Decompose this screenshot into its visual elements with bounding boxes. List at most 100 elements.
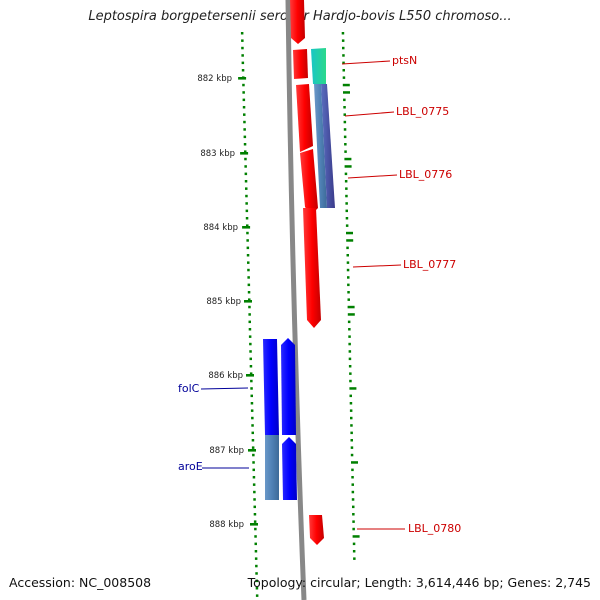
- tick-mark: [252, 483, 256, 486]
- label-leader: [344, 111, 395, 117]
- tick-mark: [345, 202, 348, 205]
- tick-mark: [345, 217, 349, 220]
- label-leader: [200, 387, 249, 390]
- tick-mark: [343, 135, 347, 139]
- tick-mark: [244, 165, 247, 168]
- tick-mark: [348, 357, 352, 361]
- tick-mark: [346, 231, 353, 235]
- tick-mark: [243, 143, 247, 146]
- gene-label-LBL_0775: LBL_0775: [396, 105, 449, 118]
- tick-mark: [241, 61, 245, 65]
- tick-mark: [350, 446, 354, 449]
- tick-mark: [252, 476, 256, 479]
- tick-mark: [350, 453, 354, 457]
- tick-mark: [251, 431, 254, 435]
- tick-mark: [348, 365, 352, 368]
- tick-mark: [243, 128, 246, 131]
- tick-mark: [254, 527, 257, 531]
- tick-mark: [249, 357, 252, 361]
- tick-mark: [351, 476, 354, 479]
- tick-mark: [253, 498, 256, 501]
- tick-mark: [349, 402, 353, 405]
- tick-mark: [348, 328, 351, 331]
- tick-mark: [255, 564, 258, 568]
- tick-mark: [343, 113, 346, 116]
- gene-feature: [311, 48, 326, 84]
- accession-text: Accession: NC_008508: [9, 575, 152, 590]
- gene-label-ptsN: ptsN: [392, 54, 417, 67]
- gene-feature: [321, 84, 335, 208]
- tick-mark: [254, 550, 258, 553]
- tick-mark: [349, 372, 352, 375]
- gene-feature: [309, 515, 324, 545]
- tick-mark: [351, 498, 355, 501]
- scale-label: 886 kbp: [208, 371, 243, 381]
- tick-mark: [342, 54, 345, 57]
- tick-mark: [350, 416, 353, 420]
- outer-tick-ring: [341, 32, 360, 560]
- tick-mark: [242, 83, 245, 87]
- tick-mark: [252, 468, 255, 472]
- tick-mark: [250, 394, 253, 398]
- tick-mark: [251, 446, 255, 449]
- tick-mark: [241, 54, 244, 57]
- tick-mark: [245, 217, 249, 220]
- tick-mark: [349, 387, 357, 390]
- tick-mark: [250, 387, 253, 390]
- major-tick-mark: [242, 226, 251, 229]
- tick-mark: [253, 505, 256, 509]
- tick-mark: [252, 461, 255, 464]
- tick-mark: [251, 439, 255, 442]
- tick-mark: [347, 298, 350, 301]
- tick-mark: [247, 261, 250, 264]
- label-leader: [347, 174, 398, 179]
- tick-mark: [352, 505, 355, 509]
- tick-mark: [343, 98, 346, 102]
- tick-mark: [347, 291, 350, 294]
- tick-mark: [344, 157, 352, 161]
- tick-mark: [243, 120, 246, 124]
- tick-mark: [246, 224, 249, 227]
- tick-mark: [245, 209, 249, 213]
- tick-mark: [253, 490, 256, 494]
- tick-mark: [347, 305, 355, 309]
- tick-mark: [242, 98, 246, 102]
- gene-feature: [282, 437, 297, 500]
- scale-label: 887 kbp: [209, 446, 244, 456]
- tick-mark: [346, 268, 350, 272]
- major-tick-mark: [240, 152, 249, 155]
- gene-feature: [281, 338, 296, 435]
- tick-mark: [344, 150, 347, 153]
- tick-mark: [348, 335, 351, 338]
- tick-mark: [255, 572, 258, 575]
- tick-mark: [243, 135, 247, 139]
- tick-mark: [244, 157, 247, 161]
- tick-mark: [345, 194, 348, 198]
- reverse-strand-features: [263, 338, 297, 500]
- tick-mark: [250, 409, 254, 412]
- scale-label: 882 kbp: [197, 74, 232, 84]
- tick-mark: [352, 550, 356, 553]
- tick-mark: [251, 424, 254, 427]
- scale-label: 885 kbp: [206, 297, 241, 307]
- gene-labels: ptsN LBL_0775 LBL_0776 LBL_0777 LBL_0780…: [178, 54, 461, 535]
- tick-mark: [353, 557, 356, 560]
- tick-mark: [246, 246, 250, 250]
- tick-mark: [341, 32, 345, 35]
- tick-mark: [248, 305, 251, 309]
- tick-mark: [246, 254, 250, 257]
- tick-mark: [255, 587, 259, 590]
- tick-mark: [249, 365, 253, 368]
- scale-labels: 882 kbp 883 kbp 884 kbp 885 kbp 886 kbp …: [197, 74, 244, 530]
- tick-mark: [248, 298, 251, 301]
- tick-mark: [249, 350, 252, 353]
- tick-mark: [255, 594, 259, 597]
- tick-mark: [344, 180, 348, 183]
- tick-mark: [343, 106, 346, 109]
- tick-mark: [241, 39, 244, 42]
- tick-mark: [247, 283, 251, 287]
- tick-mark: [240, 32, 244, 35]
- gene-feature: [314, 84, 327, 208]
- tick-mark: [248, 320, 251, 324]
- major-tick-mark: [250, 523, 258, 526]
